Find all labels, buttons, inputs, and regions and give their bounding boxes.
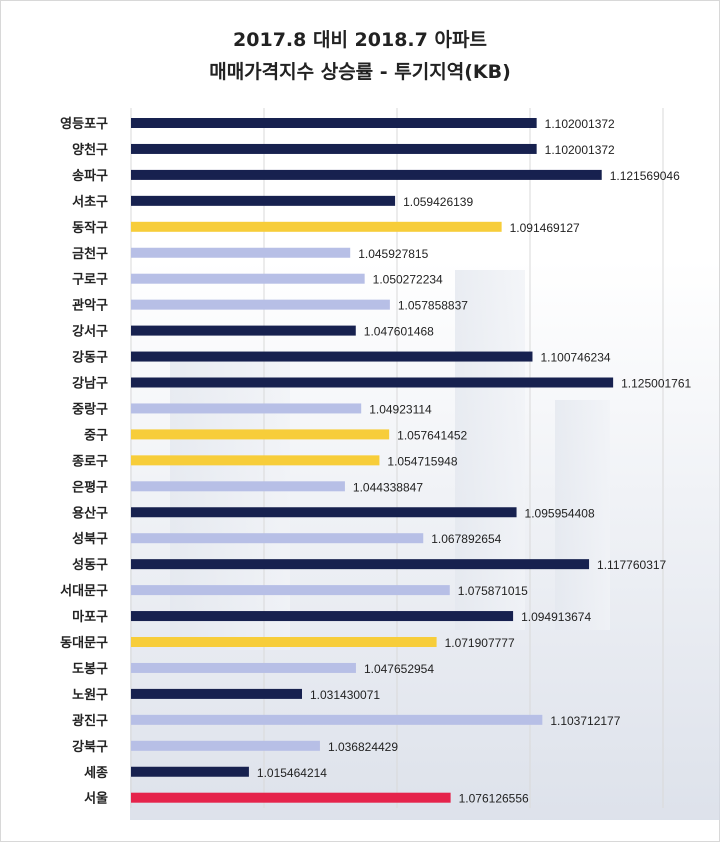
value-label: 1.015464214 xyxy=(257,766,327,780)
bar xyxy=(131,325,356,336)
bar xyxy=(131,585,450,596)
category-label: 마포구 xyxy=(72,609,108,625)
bar xyxy=(131,740,320,751)
category-label: 영등포구 xyxy=(60,117,108,132)
category-label: 강남구 xyxy=(72,376,108,392)
value-label: 1.094913674 xyxy=(521,610,591,624)
bar xyxy=(131,143,537,154)
category-label: 은평구 xyxy=(72,479,108,495)
value-label: 1.125001761 xyxy=(621,377,691,391)
bar xyxy=(131,714,543,725)
bar xyxy=(131,118,537,128)
bar xyxy=(131,377,614,388)
bar xyxy=(131,169,602,180)
value-label: 1.075871015 xyxy=(458,584,528,598)
background-building xyxy=(555,400,610,630)
category-label: 세종 xyxy=(84,766,108,781)
value-label: 1.045927815 xyxy=(358,247,428,261)
value-label: 1.036824429 xyxy=(328,740,398,754)
bar xyxy=(131,299,390,310)
category-label: 서울 xyxy=(84,791,108,807)
value-label: 1.103712177 xyxy=(550,714,620,728)
bar xyxy=(131,662,356,673)
bar xyxy=(131,195,396,206)
value-label: 1.044338847 xyxy=(353,480,423,494)
bar xyxy=(131,455,380,466)
category-label: 송파구 xyxy=(72,169,108,184)
value-label: 1.04923114 xyxy=(369,402,432,416)
chart-title-line2: 매매가격지수 상승률 - 투기지역(KB) xyxy=(209,61,511,83)
bar xyxy=(131,688,303,699)
category-label: 서초구 xyxy=(72,195,108,210)
category-label: 금천구 xyxy=(72,247,108,262)
bar xyxy=(131,247,351,258)
value-label: 1.054715948 xyxy=(387,454,457,468)
bar xyxy=(131,403,362,414)
category-label: 강동구 xyxy=(72,350,108,366)
category-label: 관악구 xyxy=(72,298,108,314)
value-label: 1.047601468 xyxy=(364,325,434,339)
value-label: 1.121569046 xyxy=(610,169,680,183)
category-label: 광진구 xyxy=(72,713,108,729)
value-label: 1.031430071 xyxy=(310,688,380,702)
category-label: 성북구 xyxy=(72,532,108,547)
value-label: 1.100746234 xyxy=(540,351,610,365)
value-label: 1.057641452 xyxy=(397,428,467,442)
value-label: 1.050272234 xyxy=(373,273,443,287)
category-label: 서대문구 xyxy=(60,584,108,599)
value-label: 1.095954408 xyxy=(525,506,595,520)
value-label: 1.071907777 xyxy=(445,636,515,650)
value-label: 1.047652954 xyxy=(364,662,434,676)
category-label: 양천구 xyxy=(72,143,108,158)
bar xyxy=(131,221,502,232)
category-label: 도봉구 xyxy=(72,662,108,677)
value-label: 1.102001372 xyxy=(545,117,615,131)
category-label: 동작구 xyxy=(72,220,108,236)
category-label: 용산구 xyxy=(72,505,108,521)
chart-title-line1: 2017.8 대비 2018.7 아파트 xyxy=(233,29,487,51)
bar xyxy=(131,792,451,803)
bar xyxy=(131,637,437,647)
category-label: 구로구 xyxy=(72,273,108,288)
background-building xyxy=(455,270,525,630)
bar xyxy=(131,533,424,544)
value-label: 1.102001372 xyxy=(545,143,615,157)
category-label: 강서구 xyxy=(72,324,108,340)
bar xyxy=(131,273,365,284)
bar xyxy=(131,481,345,492)
category-label: 성동구 xyxy=(72,558,108,573)
bar xyxy=(131,611,514,622)
category-label: 중구 xyxy=(84,428,108,443)
value-label: 1.117760317 xyxy=(597,558,667,572)
bar xyxy=(131,766,249,777)
bar xyxy=(131,559,590,570)
bar xyxy=(131,507,517,518)
value-label: 1.091469127 xyxy=(510,221,580,235)
bar xyxy=(131,351,533,362)
category-label: 중랑구 xyxy=(72,402,108,417)
category-label: 동대문구 xyxy=(60,636,108,651)
value-label: 1.059426139 xyxy=(403,195,473,209)
value-label: 1.057858837 xyxy=(398,299,468,313)
category-label: 종로구 xyxy=(72,454,108,469)
category-label: 강북구 xyxy=(72,739,108,755)
value-label: 1.067892654 xyxy=(431,532,501,546)
value-label: 1.076126556 xyxy=(459,792,529,806)
category-label: 노원구 xyxy=(72,688,108,703)
bar xyxy=(131,429,390,440)
